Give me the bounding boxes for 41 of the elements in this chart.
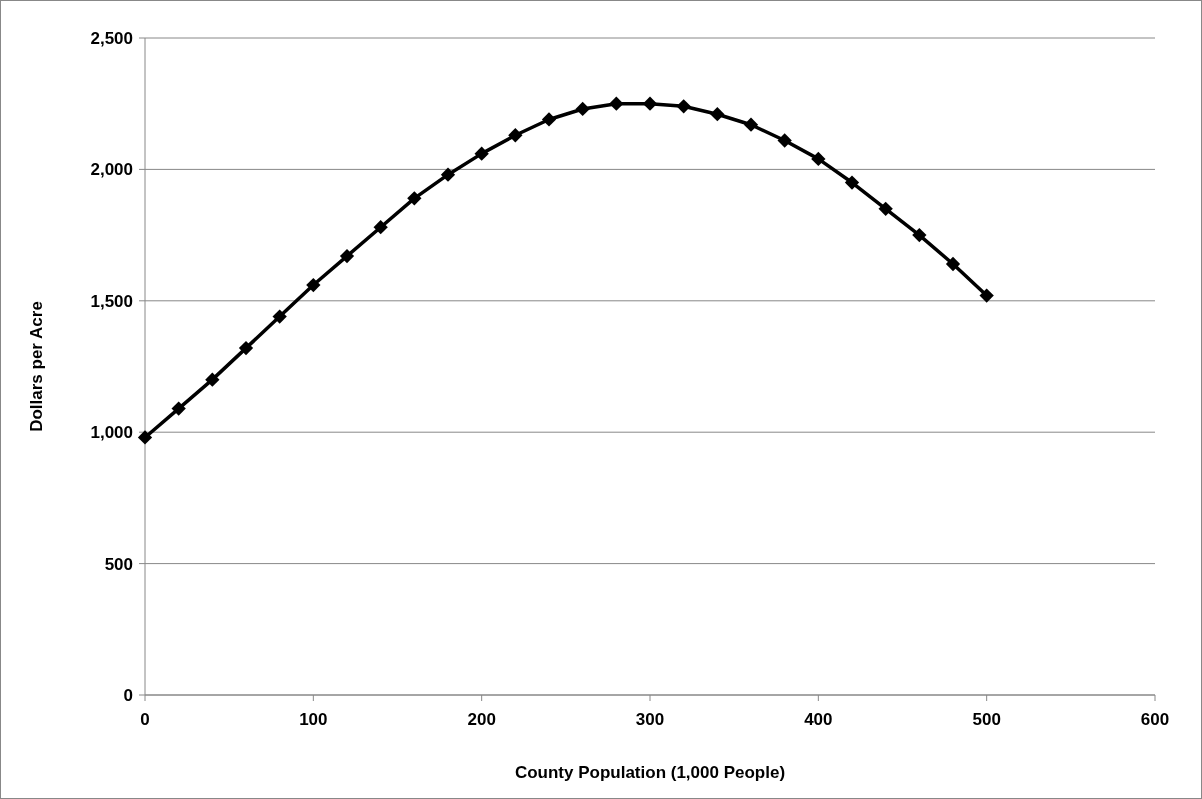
point [912,227,927,243]
x-tick-label: 200 [467,710,496,729]
point [508,128,523,143]
point [272,309,287,324]
point [373,220,388,235]
x-tick-label: 500 [972,710,1001,729]
x-tick-label: 0 [140,710,150,729]
x-axis-title: County Population (1,000 People) [514,763,786,782]
point [205,372,220,387]
y-axis-title: Dollars per Acre [27,301,46,432]
point [171,401,186,416]
point [945,256,961,272]
point [407,191,422,206]
point [811,151,826,167]
x-tick-label: 300 [635,710,665,729]
point [238,340,254,356]
x-tick-label: 100 [299,710,328,729]
point [541,112,557,127]
point [137,430,153,445]
point [878,201,893,216]
point [642,96,658,111]
x-tick-label: 400 [804,710,833,729]
y-tick-label: 1,500 [90,291,133,311]
point [979,288,994,303]
point [440,167,456,182]
y-tick-label: 0 [123,685,133,705]
point [743,117,759,132]
point [844,175,860,190]
point [710,107,725,122]
point [777,133,792,148]
point [575,101,590,117]
point [306,277,321,293]
y-tick-label: 2,500 [90,28,133,48]
point [676,99,691,114]
point [609,96,624,111]
point [474,146,489,161]
y-tick-label: 500 [104,554,133,574]
y-tick-label: 2,000 [90,160,133,180]
point [339,248,355,264]
y-tick-label: 1,000 [90,423,133,443]
x-tick-label: 600 [1140,710,1170,729]
